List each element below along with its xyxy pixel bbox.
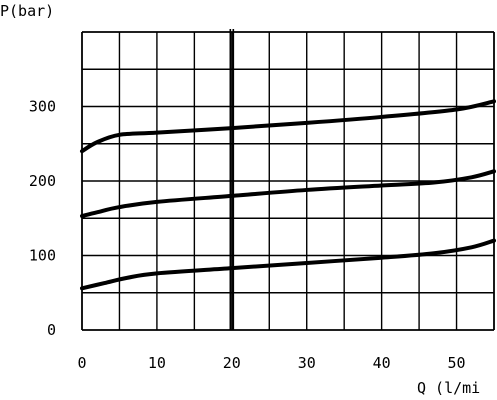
series-line-3 bbox=[80, 238, 496, 291]
x-tick-label: 20 bbox=[223, 354, 241, 372]
y-tick-labels: 0 100 200 300 bbox=[29, 98, 56, 340]
x-tick-label: 50 bbox=[448, 354, 466, 372]
y-axis-title: P(bar) bbox=[0, 2, 54, 20]
y-tick-label: 300 bbox=[29, 98, 56, 116]
series-line-1 bbox=[80, 99, 496, 154]
x-tick-label: 40 bbox=[373, 354, 391, 372]
x-axis-title: Q (l/mi bbox=[417, 379, 480, 397]
x-tick-label: 0 bbox=[77, 354, 86, 372]
y-tick-label: 100 bbox=[29, 247, 56, 265]
grid bbox=[81, 31, 495, 331]
series-group bbox=[80, 99, 496, 291]
reference-line-group bbox=[229, 29, 235, 330]
x-tick-label: 30 bbox=[298, 354, 316, 372]
x-tick-labels: 0 10 20 30 40 50 bbox=[77, 354, 465, 372]
y-tick-label: 200 bbox=[29, 172, 56, 190]
y-tick-label: 0 bbox=[47, 321, 56, 339]
series-line-2 bbox=[80, 169, 496, 219]
x-tick-label: 10 bbox=[148, 354, 166, 372]
